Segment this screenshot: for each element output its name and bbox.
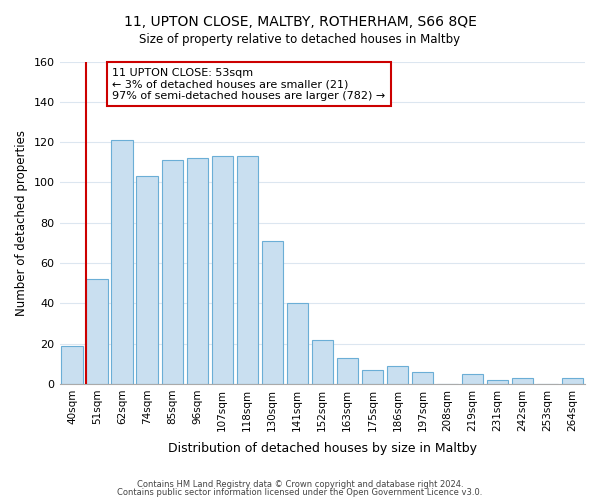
Text: Size of property relative to detached houses in Maltby: Size of property relative to detached ho… xyxy=(139,32,461,46)
Bar xyxy=(311,340,333,384)
Bar xyxy=(262,241,283,384)
Bar xyxy=(61,346,83,384)
Text: 11 UPTON CLOSE: 53sqm
← 3% of detached houses are smaller (21)
97% of semi-detac: 11 UPTON CLOSE: 53sqm ← 3% of detached h… xyxy=(112,68,385,100)
Bar xyxy=(86,279,108,384)
Text: 11, UPTON CLOSE, MALTBY, ROTHERHAM, S66 8QE: 11, UPTON CLOSE, MALTBY, ROTHERHAM, S66 … xyxy=(124,15,476,29)
Bar xyxy=(387,366,408,384)
Bar xyxy=(212,156,233,384)
Text: Contains public sector information licensed under the Open Government Licence v3: Contains public sector information licen… xyxy=(118,488,482,497)
Bar xyxy=(337,358,358,384)
Text: Contains HM Land Registry data © Crown copyright and database right 2024.: Contains HM Land Registry data © Crown c… xyxy=(137,480,463,489)
X-axis label: Distribution of detached houses by size in Maltby: Distribution of detached houses by size … xyxy=(168,442,477,455)
Bar xyxy=(287,304,308,384)
Bar xyxy=(161,160,183,384)
Bar xyxy=(112,140,133,384)
Bar xyxy=(462,374,483,384)
Y-axis label: Number of detached properties: Number of detached properties xyxy=(15,130,28,316)
Bar xyxy=(187,158,208,384)
Bar xyxy=(412,372,433,384)
Bar xyxy=(562,378,583,384)
Bar xyxy=(487,380,508,384)
Bar xyxy=(236,156,258,384)
Bar xyxy=(512,378,533,384)
Bar xyxy=(136,176,158,384)
Bar xyxy=(362,370,383,384)
